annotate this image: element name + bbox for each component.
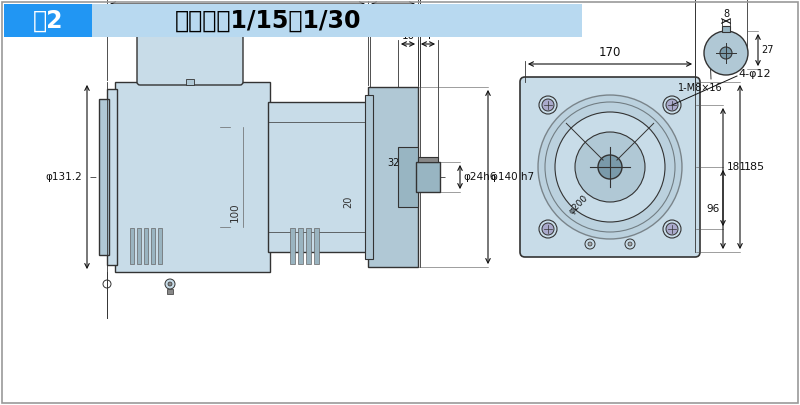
Text: 219: 219 bbox=[227, 6, 250, 19]
Text: 27: 27 bbox=[761, 45, 774, 55]
Bar bbox=[306, 228, 311, 264]
Circle shape bbox=[585, 239, 595, 249]
Circle shape bbox=[539, 220, 557, 238]
Bar bbox=[186, 79, 194, 85]
Text: 4: 4 bbox=[425, 31, 431, 41]
Circle shape bbox=[704, 31, 748, 75]
Bar bbox=[418, 157, 438, 162]
Text: 32: 32 bbox=[388, 158, 400, 168]
Circle shape bbox=[598, 155, 622, 179]
Circle shape bbox=[666, 223, 678, 235]
Bar bbox=[167, 289, 173, 294]
Bar bbox=[365, 95, 373, 259]
Text: 170: 170 bbox=[599, 46, 621, 59]
Circle shape bbox=[663, 96, 681, 114]
FancyBboxPatch shape bbox=[520, 77, 700, 257]
Bar bbox=[137, 228, 141, 264]
Bar bbox=[99, 99, 109, 255]
Text: φ24h6: φ24h6 bbox=[463, 172, 496, 182]
Text: 96: 96 bbox=[706, 205, 720, 215]
Circle shape bbox=[542, 223, 554, 235]
Text: φ22: φ22 bbox=[590, 136, 610, 154]
Circle shape bbox=[539, 96, 557, 114]
Bar bbox=[368, 87, 418, 267]
Text: 181: 181 bbox=[727, 162, 747, 172]
Bar bbox=[92, 4, 582, 37]
Text: 185: 185 bbox=[744, 162, 765, 172]
Bar bbox=[268, 102, 370, 252]
Text: φ140 h7: φ140 h7 bbox=[491, 172, 534, 182]
Text: φ200: φ200 bbox=[566, 194, 590, 216]
Circle shape bbox=[720, 47, 732, 59]
Bar bbox=[158, 228, 162, 264]
Bar bbox=[144, 228, 148, 264]
Circle shape bbox=[575, 132, 645, 202]
Bar bbox=[290, 228, 295, 264]
Circle shape bbox=[588, 242, 592, 246]
Bar bbox=[314, 228, 319, 264]
Bar bbox=[298, 228, 303, 264]
Text: 20: 20 bbox=[343, 196, 353, 208]
Bar bbox=[107, 89, 117, 265]
Text: 97: 97 bbox=[362, 6, 377, 19]
Text: φ131.2: φ131.2 bbox=[46, 172, 82, 182]
Bar bbox=[722, 26, 730, 32]
Circle shape bbox=[538, 95, 682, 239]
Bar bbox=[151, 228, 155, 264]
Text: 図2: 図2 bbox=[33, 9, 63, 33]
Circle shape bbox=[165, 279, 175, 289]
Circle shape bbox=[628, 242, 632, 246]
Text: 10: 10 bbox=[402, 31, 414, 41]
Circle shape bbox=[625, 239, 635, 249]
Circle shape bbox=[542, 99, 554, 111]
Bar bbox=[4, 4, 92, 37]
Text: 8: 8 bbox=[723, 9, 729, 19]
Circle shape bbox=[168, 282, 172, 286]
Bar bbox=[130, 228, 134, 264]
Bar bbox=[115, 82, 270, 272]
Circle shape bbox=[666, 99, 678, 111]
Text: 減速比　1/15～1/30: 減速比 1/15～1/30 bbox=[175, 9, 362, 33]
Bar bbox=[416, 162, 440, 192]
Circle shape bbox=[555, 112, 665, 222]
Text: 40: 40 bbox=[413, 162, 426, 172]
Circle shape bbox=[663, 220, 681, 238]
Text: 100: 100 bbox=[230, 202, 240, 222]
Text: 4-φ12: 4-φ12 bbox=[738, 69, 771, 79]
Bar bbox=[398, 147, 418, 207]
Text: 1-M8×16: 1-M8×16 bbox=[678, 83, 722, 93]
FancyBboxPatch shape bbox=[137, 31, 243, 85]
